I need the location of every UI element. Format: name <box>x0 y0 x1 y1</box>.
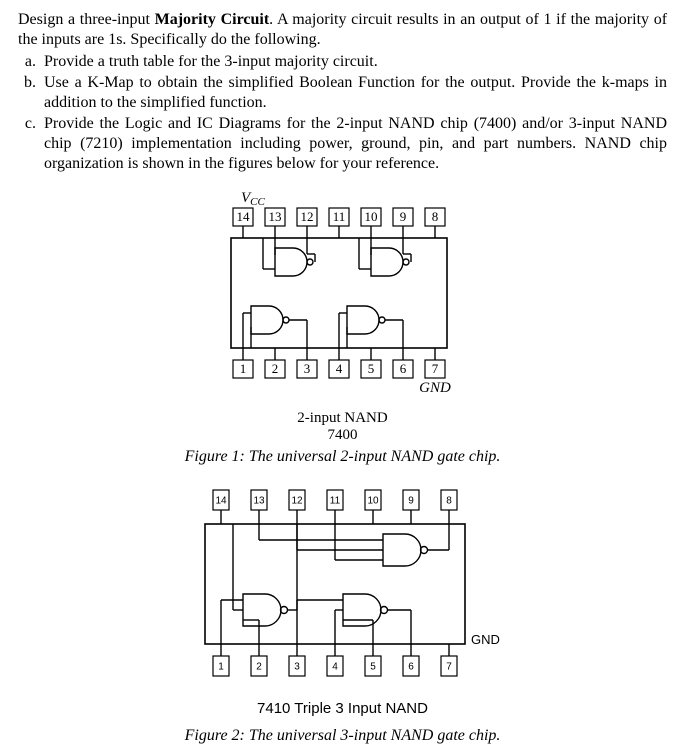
gnd-label-2: GND <box>471 632 500 647</box>
svg-text:3: 3 <box>303 361 310 376</box>
item-b: Use a K-Map to obtain the simplified Boo… <box>40 73 667 113</box>
chip-7410-svg: 14 13 12 11 10 9 <box>183 484 503 694</box>
fig1-label1: 2-input NAND 7400 <box>18 410 667 444</box>
svg-text:10: 10 <box>364 209 377 224</box>
svg-text:3: 3 <box>294 662 300 673</box>
svg-text:9: 9 <box>408 496 414 507</box>
fig2-caption: Figure 2: The universal 3-input NAND gat… <box>18 727 667 745</box>
svg-text:7: 7 <box>446 662 452 673</box>
svg-text:13: 13 <box>268 209 281 224</box>
svg-text:9: 9 <box>399 209 406 224</box>
svg-text:14: 14 <box>236 209 250 224</box>
top-pins: 14 13 12 11 10 9 <box>233 208 445 238</box>
fig1-caption: Figure 1: The universal 2-input NAND gat… <box>18 448 667 466</box>
svg-text:6: 6 <box>408 662 414 673</box>
svg-text:12: 12 <box>291 496 303 507</box>
bottom-pins-2: 1 2 3 4 5 6 7 <box>213 644 457 676</box>
svg-text:7: 7 <box>431 361 438 376</box>
svg-text:12: 12 <box>300 209 313 224</box>
intro-bold: Majority Circuit <box>155 11 270 28</box>
svg-text:1: 1 <box>239 361 246 376</box>
bottom-pins: 1 2 3 4 5 6 7 <box>233 348 445 378</box>
top-pins-2: 14 13 12 11 10 9 <box>213 490 457 524</box>
svg-text:11: 11 <box>329 496 340 507</box>
svg-text:10: 10 <box>367 496 379 507</box>
svg-text:8: 8 <box>446 496 452 507</box>
svg-text:4: 4 <box>335 361 342 376</box>
item-c: Provide the Logic and IC Diagrams for th… <box>40 114 667 174</box>
intro-paragraph: Design a three-input Majority Circuit. A… <box>18 10 667 50</box>
svg-text:11: 11 <box>332 209 345 224</box>
svg-text:5: 5 <box>370 662 376 673</box>
svg-text:1: 1 <box>218 662 224 673</box>
question-list: Provide a truth table for the 3-input ma… <box>18 52 667 174</box>
svg-text:4: 4 <box>332 662 338 673</box>
figure-2: 14 13 12 11 10 9 <box>18 484 667 745</box>
svg-text:14: 14 <box>215 496 227 507</box>
svg-text:6: 6 <box>399 361 406 376</box>
svg-text:5: 5 <box>367 361 374 376</box>
svg-text:13: 13 <box>253 496 265 507</box>
item-a: Provide a truth table for the 3-input ma… <box>40 52 667 72</box>
fig2-label: 7410 Triple 3 Input NAND <box>18 700 667 717</box>
vcc-label: VCC <box>241 190 266 208</box>
svg-text:2: 2 <box>271 361 278 376</box>
figure-1: VCC 14 13 12 11 10 <box>18 188 667 466</box>
chip-7400-svg: VCC 14 13 12 11 10 <box>193 188 493 408</box>
intro-lead: Design a three-input <box>18 11 155 28</box>
svg-text:2: 2 <box>256 662 262 673</box>
gnd-label: GND <box>419 380 451 396</box>
svg-text:8: 8 <box>431 209 438 224</box>
